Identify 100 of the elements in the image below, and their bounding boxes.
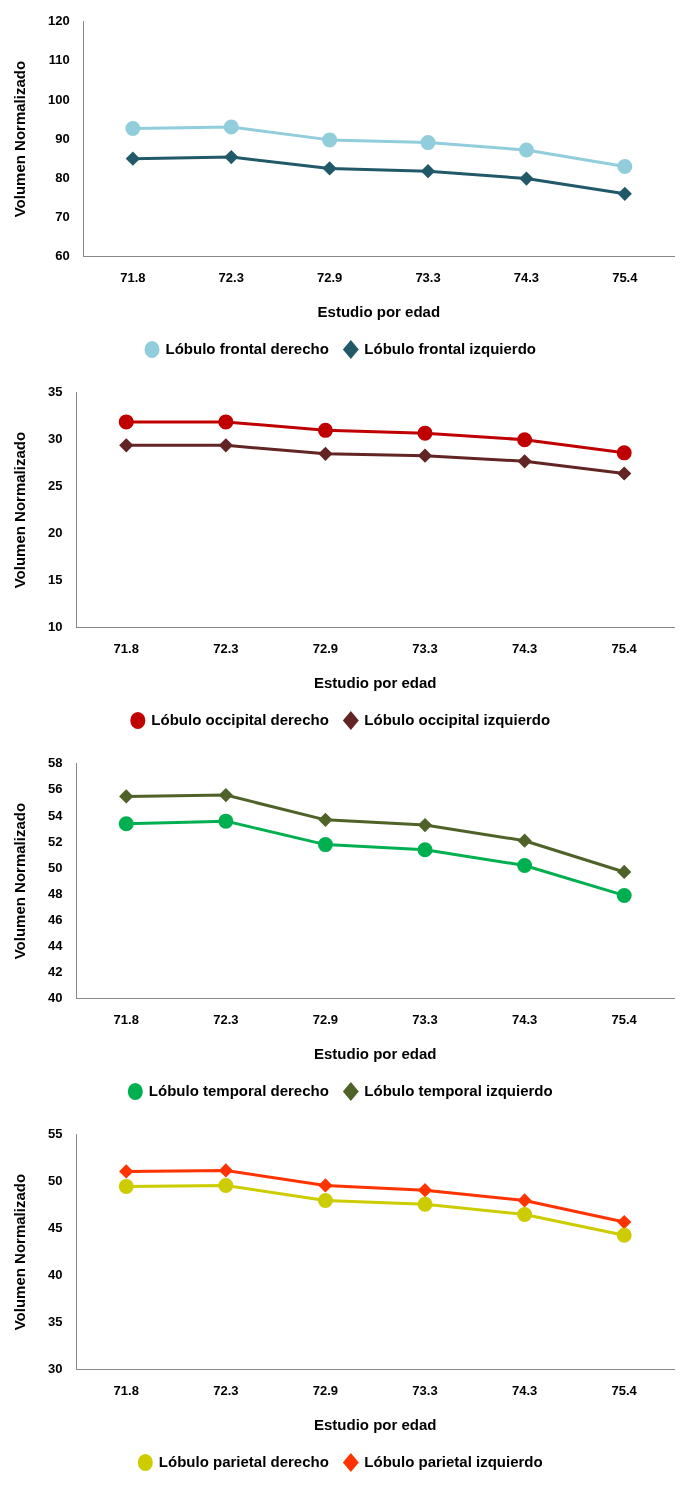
y-tick-label: 48 [47,885,63,901]
point [318,1178,332,1192]
point [518,454,532,468]
point [618,187,632,201]
point [317,1192,333,1208]
point [617,158,633,174]
point [317,837,333,853]
point [518,834,532,848]
point [219,788,233,802]
x-tick-label: 71.8 [113,1382,139,1398]
x-tick-label: 71.8 [113,1011,139,1027]
point [517,1207,533,1223]
point [219,438,233,452]
point [517,857,533,873]
x-axis-title: Estudio por edad [317,303,441,321]
point [318,447,332,461]
legend-label: Lóbulo occipital izquierdo [364,710,551,728]
x-tick-label: 72.9 [312,1011,339,1027]
point [517,432,533,448]
y-tick-label: 10 [47,618,63,634]
point [125,121,141,137]
x-axis-title: Estudio por edad [313,1416,437,1434]
point [617,1215,631,1229]
point [616,1227,632,1243]
point [118,1178,134,1194]
point [322,132,338,148]
x-tick-label: 74.3 [511,640,538,656]
point [418,1183,432,1197]
y-tick-label: 70 [55,208,70,224]
y-tick-label: 50 [47,859,63,875]
point [421,164,435,178]
y-tick-label: 20 [47,525,63,541]
y-tick-label: 40 [47,1267,63,1283]
point [518,1193,532,1207]
y-tick-label: 50 [47,1173,63,1189]
legend-label: Lóbulo frontal derecho [165,339,329,357]
y-tick-label: 42 [47,963,63,979]
y-tick-label: 45 [47,1220,63,1236]
y-tick-label: 110 [48,52,70,68]
y-tick-label: 52 [47,833,63,849]
point [218,1177,234,1193]
x-tick-label: 73.3 [412,1382,438,1398]
y-tick-label: 44 [47,937,64,953]
point [119,789,133,803]
x-axis-title: Estudio por edad [313,1045,437,1063]
point [218,813,234,829]
x-tick-label: 73.3 [415,269,441,285]
point [119,1164,133,1178]
x-tick-label: 73.3 [412,640,438,656]
y-tick-label: 40 [47,989,63,1005]
x-tick-label: 72.9 [317,269,343,285]
legend-label: Lóbulo parietal derecho [158,1452,329,1470]
legend-label: Lóbulo temporal izquierdo [364,1081,553,1099]
point [417,1196,433,1212]
y-tick-label: 30 [47,1360,63,1376]
x-tick-label: 72.3 [213,1011,239,1027]
x-tick-label: 75.4 [611,640,638,656]
point [617,467,631,480]
point [219,1163,233,1177]
y-tick-label: 80 [55,169,70,185]
point [126,152,140,166]
x-tick-label: 72.9 [312,640,339,656]
legend-label: Lóbulo parietal izquierdo [364,1452,543,1470]
y-axis-title: Volumen Normalizado [11,60,29,218]
x-tick-label: 71.8 [113,640,139,656]
x-tick-label: 74.3 [513,269,540,285]
x-tick-label: 72.3 [213,1382,239,1398]
point [224,150,238,164]
y-tick-label: 55 [47,1126,63,1142]
y-tick-label: 46 [47,911,63,927]
point [323,161,337,175]
y-axis-title: Volumen Normalizado [11,1173,29,1331]
point [417,842,433,858]
y-tick-label: 35 [47,384,63,400]
point [519,172,533,186]
y-tick-label: 15 [47,572,63,588]
y-tick-label: 100 [47,91,70,107]
x-tick-label: 74.3 [511,1011,538,1027]
x-tick-label: 71.8 [120,269,146,285]
y-tick-label: 56 [47,781,63,797]
x-tick-label: 75.4 [611,1382,638,1398]
x-tick-label: 72.3 [213,640,239,656]
point [616,445,632,461]
point [418,449,432,463]
y-tick-label: 60 [55,247,70,263]
point [617,865,631,879]
y-axis-title: Volumen Normalizado [11,431,29,589]
point [223,119,239,135]
point [318,813,332,827]
point [118,414,134,430]
point [218,414,234,430]
x-tick-label: 75.4 [611,1011,638,1027]
y-tick-label: 90 [55,130,70,146]
point [417,425,433,441]
legend-label: Lóbulo occipital derecho [151,710,329,728]
y-tick-label: 58 [47,755,63,771]
point [616,887,632,903]
point [317,422,333,438]
y-axis-title: Volumen Normalizado [11,802,29,960]
y-tick-label: 25 [47,478,63,494]
